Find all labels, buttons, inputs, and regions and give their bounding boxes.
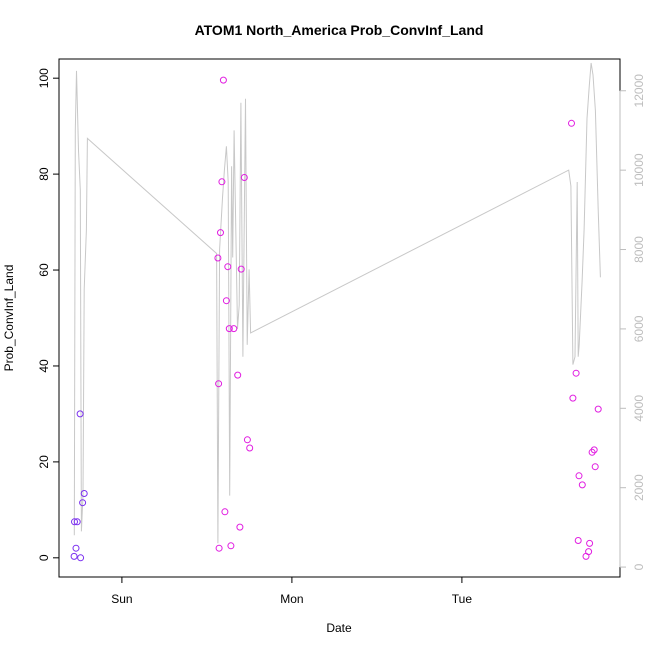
y-tick-label: 40 bbox=[37, 359, 51, 373]
data-point bbox=[574, 537, 582, 544]
data-point bbox=[225, 325, 233, 333]
data-point bbox=[224, 263, 232, 271]
data-point bbox=[243, 436, 251, 444]
x-tick-label: Tue bbox=[452, 592, 473, 606]
x-tick-label: Sun bbox=[111, 592, 132, 606]
data-point bbox=[230, 325, 238, 333]
data-point bbox=[591, 463, 599, 471]
data-point bbox=[569, 394, 577, 402]
data-point bbox=[215, 544, 223, 552]
x-tick-label: Mon bbox=[280, 592, 303, 606]
bottom-axis: Sun Mon Tue bbox=[111, 577, 472, 606]
series-points-group bbox=[70, 76, 602, 562]
y2-tick-label: 8000 bbox=[632, 236, 646, 263]
data-point bbox=[214, 254, 222, 262]
data-point bbox=[585, 548, 593, 556]
data-point bbox=[575, 472, 583, 480]
data-point bbox=[219, 76, 227, 84]
data-point bbox=[218, 178, 226, 186]
data-point bbox=[215, 380, 223, 388]
y-tick-label: 20 bbox=[37, 455, 51, 469]
x-axis-label: Date bbox=[326, 621, 352, 635]
data-point bbox=[227, 542, 235, 550]
series-line bbox=[73, 62, 601, 544]
y2-tick-label: 2000 bbox=[632, 474, 646, 501]
data-point bbox=[70, 552, 78, 560]
data-point bbox=[221, 508, 229, 516]
data-point bbox=[236, 523, 244, 531]
data-point bbox=[217, 229, 224, 237]
plot-frame bbox=[58, 58, 621, 578]
y2-tick-label: 0 bbox=[632, 563, 646, 570]
data-point bbox=[578, 481, 586, 489]
y-tick-label: 80 bbox=[37, 167, 51, 181]
series-line-group bbox=[73, 62, 601, 544]
data-point bbox=[73, 518, 81, 526]
data-point bbox=[77, 554, 85, 562]
data-point bbox=[240, 174, 248, 181]
right-axis: 0 2000 4000 6000 8000 10000 12000 bbox=[619, 74, 646, 570]
data-point bbox=[586, 539, 594, 547]
data-point bbox=[572, 369, 580, 377]
chart-title: ATOM1 North_America Prob_ConvInf_Land bbox=[195, 22, 484, 38]
y2-tick-label: 10000 bbox=[632, 153, 646, 187]
y-tick-label: 60 bbox=[37, 263, 51, 277]
y2-tick-label: 4000 bbox=[632, 395, 646, 422]
data-point bbox=[80, 490, 88, 497]
data-point bbox=[222, 297, 230, 305]
data-point bbox=[72, 544, 80, 552]
data-point bbox=[594, 405, 602, 413]
y-tick-label: 0 bbox=[37, 554, 51, 561]
data-point bbox=[568, 119, 575, 127]
y2-tick-label: 6000 bbox=[632, 315, 646, 342]
y-axis-label: Prob_ConvInf_Land bbox=[2, 265, 16, 372]
left-axis: 0 20 40 60 80 100 bbox=[37, 68, 59, 561]
data-point bbox=[246, 444, 254, 452]
data-point bbox=[76, 410, 84, 418]
data-point bbox=[234, 371, 242, 379]
y-tick-label: 100 bbox=[37, 68, 51, 88]
data-point bbox=[71, 518, 78, 526]
y2-tick-label: 12000 bbox=[632, 74, 646, 108]
data-point bbox=[79, 499, 87, 507]
data-point bbox=[237, 265, 245, 273]
data-point bbox=[590, 446, 598, 454]
